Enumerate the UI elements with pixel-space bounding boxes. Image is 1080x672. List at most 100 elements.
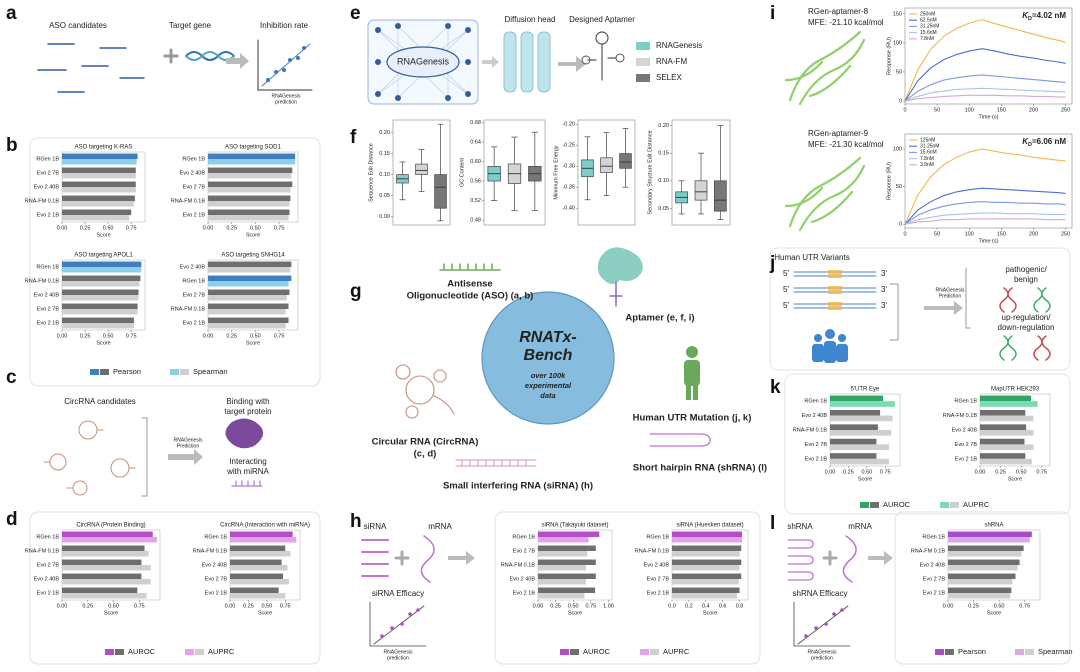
x-tick-label: 0.50: [108, 603, 119, 609]
x-tick-label: 0.0: [668, 603, 676, 609]
bar: [672, 587, 740, 593]
x-tick-label: 0.4: [702, 603, 710, 609]
legend-label: Spearman: [193, 367, 228, 376]
y-tick-label: Evo 2 7B: [513, 548, 536, 554]
bar: [208, 195, 291, 201]
x-tick-label: 0.25: [82, 603, 93, 609]
box: [694, 180, 708, 201]
y-tick-label: 0.56: [470, 178, 481, 184]
y-tick-label: RGen 1B: [182, 156, 205, 162]
x-axis-label: Time (s): [979, 238, 999, 244]
x-tick-label: 200: [1029, 107, 1038, 113]
bar: [208, 317, 289, 323]
chart-title: 5'UTR Eye: [851, 387, 880, 393]
bar: [230, 545, 286, 551]
modality-label: Short hairpin RNA (shRNA) (l): [633, 463, 767, 474]
annotation-text: =6.06 nM: [1032, 137, 1066, 146]
x-tick-label: 0.2: [685, 603, 693, 609]
bar: [62, 593, 147, 599]
x-tick-label: 0.75: [1036, 469, 1047, 475]
panel-frames: [29, 137, 1071, 665]
y-tick-label: RGen 1B: [954, 399, 977, 405]
bar: [62, 201, 134, 207]
x-tick-label: 0.00: [825, 469, 836, 475]
label: Inhibition rate: [260, 21, 309, 30]
y-tick-label: Evo 2 1B: [37, 212, 60, 218]
label: up-regulation/: [1002, 313, 1052, 322]
y-tick-label: Evo 2 40B: [180, 264, 206, 270]
legend-swatch: [636, 58, 650, 66]
panel-letter: b: [6, 135, 18, 156]
y-tick-label: -0.35: [562, 185, 575, 191]
y-tick-label: Evo 2 7B: [37, 562, 60, 568]
y-tick-label: RNA-FM 0.1B: [25, 198, 60, 204]
y-tick-label: Evo 2 1B: [805, 456, 828, 462]
annotation: KD=6.06 nM: [1022, 137, 1066, 148]
label: RNAGenesis: [936, 287, 965, 293]
bar: [208, 267, 291, 273]
y-tick-label: RNA-FM 0.1B: [193, 548, 228, 554]
x-axis-label: Score: [858, 476, 872, 482]
x-tick-label: 0.50: [994, 603, 1005, 609]
y-tick-label: RGen 1B: [36, 534, 59, 540]
label: RGen-aptamer-9: [808, 129, 869, 138]
y-tick-label: Evo 2 1B: [183, 320, 206, 326]
x-tick-label: 0.00: [533, 603, 544, 609]
y-tick-label: RGen 1B: [804, 399, 827, 405]
label: shRNA: [787, 522, 813, 531]
modality-label: Oligonucleotide (ASO) (a, b): [407, 291, 534, 302]
y-tick-label: RGen 1B: [922, 534, 945, 540]
y-tick-label: Evo 2 40B: [180, 170, 206, 176]
hub-title: RNATx-: [519, 329, 576, 346]
y-tick-label: Evo 2 1B: [37, 590, 60, 596]
x-tick-label: 100: [965, 107, 974, 113]
bar: [230, 565, 288, 571]
label: 3': [881, 301, 887, 310]
legend-swatch: [170, 369, 179, 375]
y-tick-label: Evo 2 7B: [205, 576, 228, 582]
legend-swatch: [636, 74, 650, 82]
label: 5': [783, 285, 789, 294]
series-line: [904, 187, 1066, 225]
bar: [208, 303, 289, 309]
bar: [62, 261, 142, 267]
y-tick-label: RGen 1B: [182, 278, 205, 284]
y-tick-label: 100: [893, 146, 902, 152]
bar: [62, 215, 130, 221]
x-tick-label: 0.75: [880, 469, 891, 475]
arrow: [168, 449, 203, 465]
y-tick-label: 0.15: [379, 151, 390, 157]
bar: [948, 537, 1030, 543]
bar: [208, 173, 292, 179]
label: Binding with: [226, 397, 269, 406]
x-tick-label: 250: [1061, 231, 1070, 237]
legend-label: AUPRC: [963, 500, 990, 509]
legend-label: AUPRC: [208, 647, 235, 656]
panel-letter: c: [6, 367, 17, 388]
label: mRNA: [848, 522, 872, 531]
legend-label: 3.9nM: [920, 162, 934, 168]
x-tick-label: 250: [1061, 107, 1070, 113]
bar: [208, 167, 293, 173]
bar: [62, 167, 136, 173]
y-tick-label: Evo 2 1B: [205, 590, 228, 596]
x-tick-label: 0.25: [843, 469, 854, 475]
bar: [230, 587, 279, 593]
y-axis-label: GC Content: [459, 158, 465, 188]
bar: [230, 593, 286, 599]
y-tick-label: RNA-FM 0.1B: [501, 562, 536, 568]
label: siRNA Efficacy: [372, 589, 424, 598]
label: ASO candidates: [49, 21, 107, 30]
legend-label: AUROC: [128, 647, 156, 656]
bar: [672, 545, 742, 551]
x-tick-label: 200: [1029, 231, 1038, 237]
panel-letter: h: [350, 511, 362, 532]
x-tick-label: 0.8: [736, 603, 744, 609]
x-tick-label: 0.50: [103, 333, 114, 339]
x-tick-label: 0.25: [995, 469, 1006, 475]
bar: [62, 317, 134, 323]
plot-frame: [577, 119, 636, 226]
bar: [230, 537, 297, 543]
legend-label: 7.8nM: [920, 36, 934, 42]
